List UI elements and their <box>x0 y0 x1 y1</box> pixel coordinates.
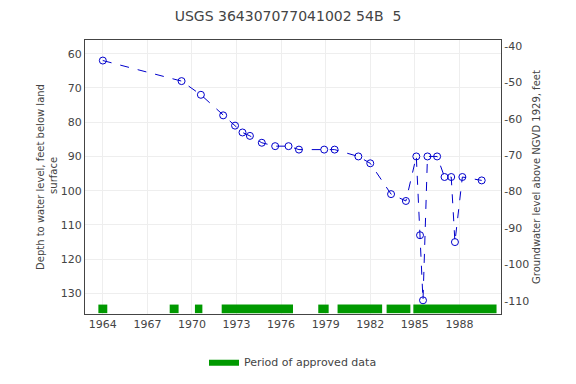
svg-text:-90: -90 <box>504 222 522 235</box>
svg-text:80: 80 <box>68 116 82 129</box>
svg-text:Groundwater level above NGVD 1: Groundwater level above NGVD 1929, feet <box>531 70 542 284</box>
svg-text:70: 70 <box>68 82 82 95</box>
svg-text:1985: 1985 <box>401 318 429 331</box>
svg-text:1973: 1973 <box>223 318 251 331</box>
svg-text:120: 120 <box>61 253 82 266</box>
svg-text:1964: 1964 <box>89 318 117 331</box>
svg-text:1976: 1976 <box>267 318 295 331</box>
svg-text:1982: 1982 <box>356 318 384 331</box>
svg-text:-40: -40 <box>504 40 522 53</box>
svg-text:130: 130 <box>61 287 82 300</box>
svg-text:-100: -100 <box>504 258 529 271</box>
svg-text:Period of approved data: Period of approved data <box>244 356 376 369</box>
svg-text:1967: 1967 <box>133 318 161 331</box>
svg-text:USGS 364307077041002 54B 5: USGS 364307077041002 54B 5 <box>175 8 402 24</box>
svg-text:1970: 1970 <box>178 318 206 331</box>
svg-text:110: 110 <box>61 219 82 232</box>
svg-text:1979: 1979 <box>312 318 340 331</box>
svg-text:Depth to water level, feet bel: Depth to water level, feet below land su… <box>35 84 59 270</box>
svg-text:100: 100 <box>61 185 82 198</box>
svg-text:1988: 1988 <box>445 318 473 331</box>
svg-text:-50: -50 <box>504 76 522 89</box>
svg-text:-80: -80 <box>504 185 522 198</box>
svg-text:-110: -110 <box>504 295 529 308</box>
svg-text:90: 90 <box>68 150 82 163</box>
svg-text:-60: -60 <box>504 113 522 126</box>
svg-text:-70: -70 <box>504 149 522 162</box>
svg-text:60: 60 <box>68 48 82 61</box>
